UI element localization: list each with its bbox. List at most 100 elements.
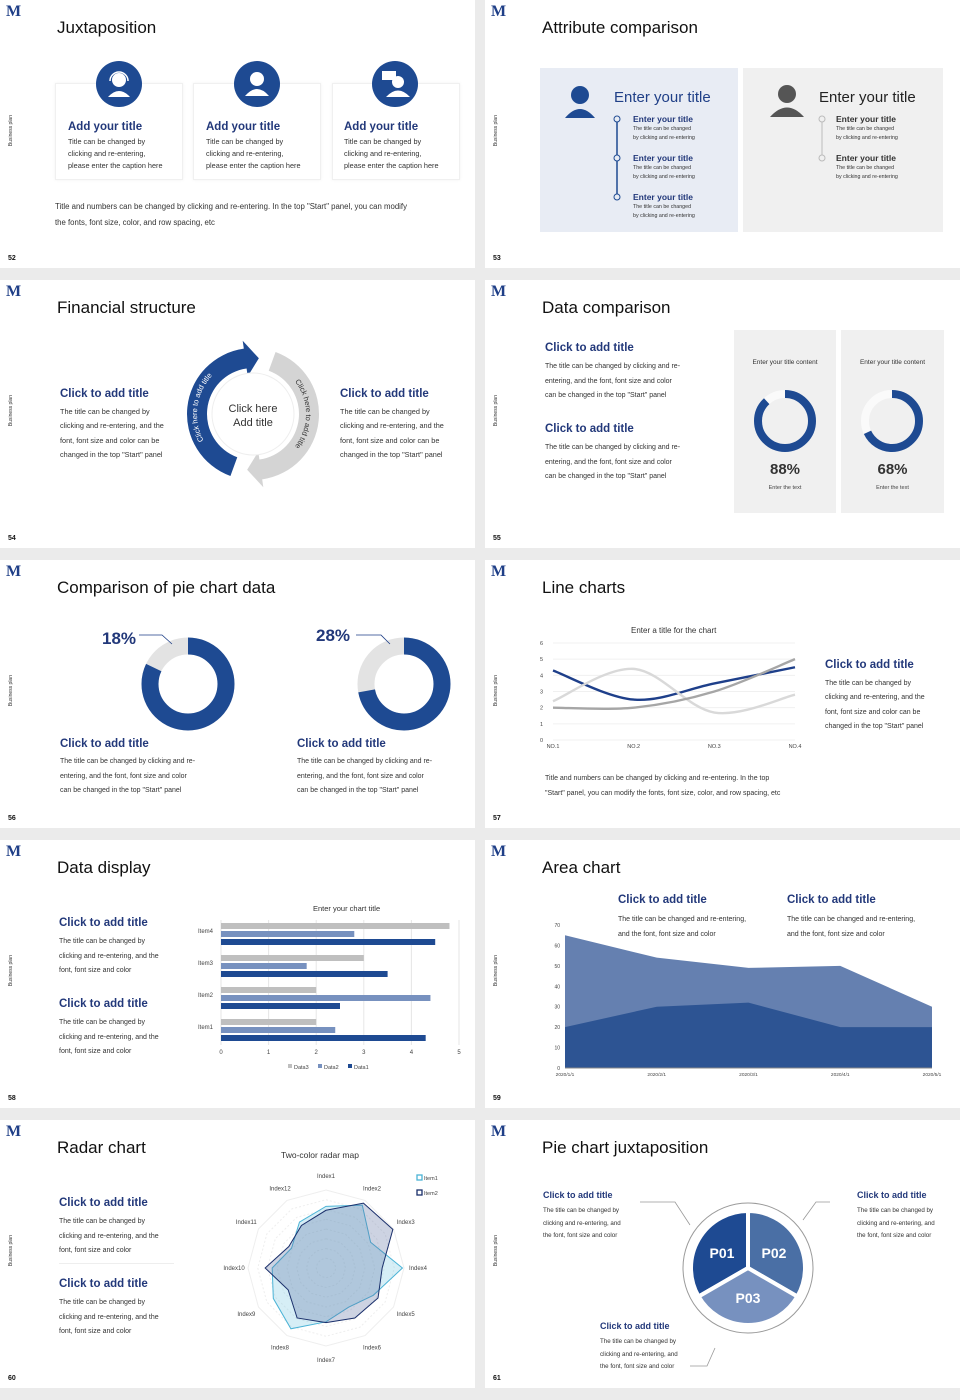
donut-18 — [141, 637, 235, 731]
logo: M — [6, 1123, 22, 1140]
line-series-3 — [552, 658, 796, 711]
page-number: 52 — [8, 255, 16, 262]
slide-61[interactable]: M Business plan 61 Pie chart juxtapositi… — [485, 1120, 960, 1388]
text-line: Add title — [233, 417, 273, 429]
x-tick-label: NO.2 — [627, 744, 640, 750]
chart-title: Enter a title for the chart — [631, 626, 717, 635]
logo: M — [491, 3, 507, 20]
page-number: 57 — [493, 815, 501, 822]
text-line: and the font, font size and color — [618, 930, 716, 938]
line-series-2 — [552, 667, 796, 715]
card-title: Add your title — [344, 121, 419, 133]
right-panel: Enter your title Enter your title The ti… — [743, 68, 943, 232]
segment-label: P01 — [710, 1245, 735, 1261]
block-text: The title can be changed by clicking and … — [59, 935, 159, 979]
text-line: clicking and re-entering, — [206, 148, 284, 158]
cycle-diagram: Click here to add title Click here to ad… — [187, 340, 320, 488]
x-tick-label: 3 — [362, 1050, 366, 1056]
axis-label: Index12 — [269, 1186, 291, 1192]
item-title: Enter your title — [836, 153, 896, 163]
slide-57[interactable]: M Business plan 57 Line charts Enter a t… — [485, 560, 960, 828]
segmented-pie: P01 P02 P03 — [640, 1201, 830, 1367]
text-line: clicking and re-entering, and the — [59, 1313, 159, 1321]
radar-ring — [266, 1208, 386, 1328]
radar-ring — [247, 1189, 405, 1347]
text-line: changed in the top "Start" panel — [340, 449, 443, 459]
y-tick-label: 70 — [554, 923, 560, 929]
page-number: 55 — [493, 535, 501, 542]
legend-label: Data3 — [294, 1065, 309, 1071]
slide-54[interactable]: M Business plan 54 Financial structure C… — [0, 280, 475, 548]
text-line: clicking and re-entering, and the — [60, 421, 164, 431]
pie-text: The title can be changed by clicking and… — [297, 755, 432, 799]
radar-ring — [257, 1199, 395, 1337]
pie-title: Click to add title — [60, 738, 149, 750]
cycle-arrow-blue[interactable] — [187, 340, 259, 477]
block-title: Click to add title — [787, 894, 876, 906]
block-text: The title can be changed by clicking and… — [545, 441, 680, 485]
axis-label: Index8 — [271, 1346, 290, 1352]
text-line: Click here — [228, 403, 278, 415]
slide-52[interactable]: M Business plan 52 Juxtaposition Add you… — [0, 0, 475, 268]
donut-68 — [861, 390, 923, 452]
card-text: Title can be changed by clicking and re-e… — [206, 136, 301, 171]
text-line: The title can be changed by — [857, 1207, 934, 1214]
page-number: 54 — [8, 535, 16, 542]
center-label[interactable]: Click here Add title — [213, 402, 293, 430]
slide-56[interactable]: M Business plan 56 Comparison of pie cha… — [0, 560, 475, 828]
text-line: by clicking and re-entering — [633, 213, 695, 219]
logo: M — [6, 283, 22, 300]
segment-label: P02 — [762, 1245, 787, 1261]
bar-data3-item4 — [221, 923, 450, 929]
bar-data3-item3 — [221, 955, 364, 961]
text-line: the font, font size and color — [543, 1232, 618, 1240]
slide-title: Radar chart — [57, 1138, 146, 1157]
block-title: Click to add title — [543, 1190, 613, 1200]
text-line: and the font, font size and color — [787, 930, 885, 938]
slide-59[interactable]: M Business plan 59 Area chart Click to a… — [485, 840, 960, 1108]
block-text: The title can be changed by clicking and … — [857, 1205, 935, 1243]
radar-ring — [276, 1218, 376, 1318]
slide-53[interactable]: M Business plan 53 Attribute comparison … — [485, 0, 960, 268]
bar-data3-item1 — [221, 1019, 317, 1025]
x-tick-label: NO.1 — [547, 744, 560, 750]
axis-label: Index4 — [409, 1266, 428, 1272]
block-title: Click to add title — [600, 1321, 670, 1331]
slide-60[interactable]: M Business plan 60 Radar chart Click to … — [0, 1120, 475, 1388]
bar-data2-item4 — [221, 931, 355, 937]
axis-label: Index9 — [237, 1312, 256, 1318]
text-line: The title can be changed by clicking and… — [545, 444, 681, 451]
y-tick-label: 2 — [540, 706, 543, 712]
block-text: The title can be changed by clicking and … — [59, 1016, 159, 1060]
slide-55[interactable]: M Business plan 55 Data comparison Click… — [485, 280, 960, 548]
line-chart: 0 1 2 3 4 5 6 NO.1 NO.2 NO.3 NO.4 — [540, 641, 801, 750]
radar-series-item1 — [271, 1204, 404, 1330]
block-title: Click to add title — [59, 998, 148, 1010]
bar-data1-item4 — [221, 939, 436, 945]
area-chart: 0 10 20 30 40 50 60 70 2020/1/1 2020/2/1 2020/3/1 2… — [554, 923, 941, 1078]
text-line: font, font size and color — [59, 1247, 132, 1254]
x-tick-label: 2020/3/1 — [739, 1072, 758, 1078]
stat-percent: 88% — [769, 461, 801, 478]
y-tick-label: 0 — [557, 1066, 560, 1072]
slide-title: Data display — [57, 858, 151, 877]
text-line: the font, font size and color — [600, 1363, 675, 1371]
stat-caption: Enter the text — [768, 485, 802, 491]
center-circle[interactable] — [211, 372, 295, 456]
stat-title: Enter your title content — [752, 359, 818, 366]
bar-data3-item2 — [221, 987, 317, 993]
logo: M — [6, 843, 22, 860]
text-line: The title can be changed by clicking and… — [545, 363, 681, 370]
text-line: please enter the caption here — [206, 160, 301, 170]
text-line: The title can be changed by — [59, 1299, 146, 1306]
stat-title: Enter your title content — [859, 359, 926, 366]
text-line: The title can be changed and re-entering… — [618, 916, 747, 923]
businessman-icon — [770, 85, 826, 162]
radar-ring — [286, 1228, 366, 1308]
slide-58[interactable]: M Business plan 58 Data display Click to… — [0, 840, 475, 1108]
headset-person-icon — [96, 61, 142, 107]
text-line: by clicking and re-entering — [836, 135, 898, 141]
item-title: Enter your title — [633, 192, 693, 202]
cycle-arrow-gray[interactable] — [247, 351, 320, 488]
text-line: font, font size and color can be — [60, 435, 160, 445]
